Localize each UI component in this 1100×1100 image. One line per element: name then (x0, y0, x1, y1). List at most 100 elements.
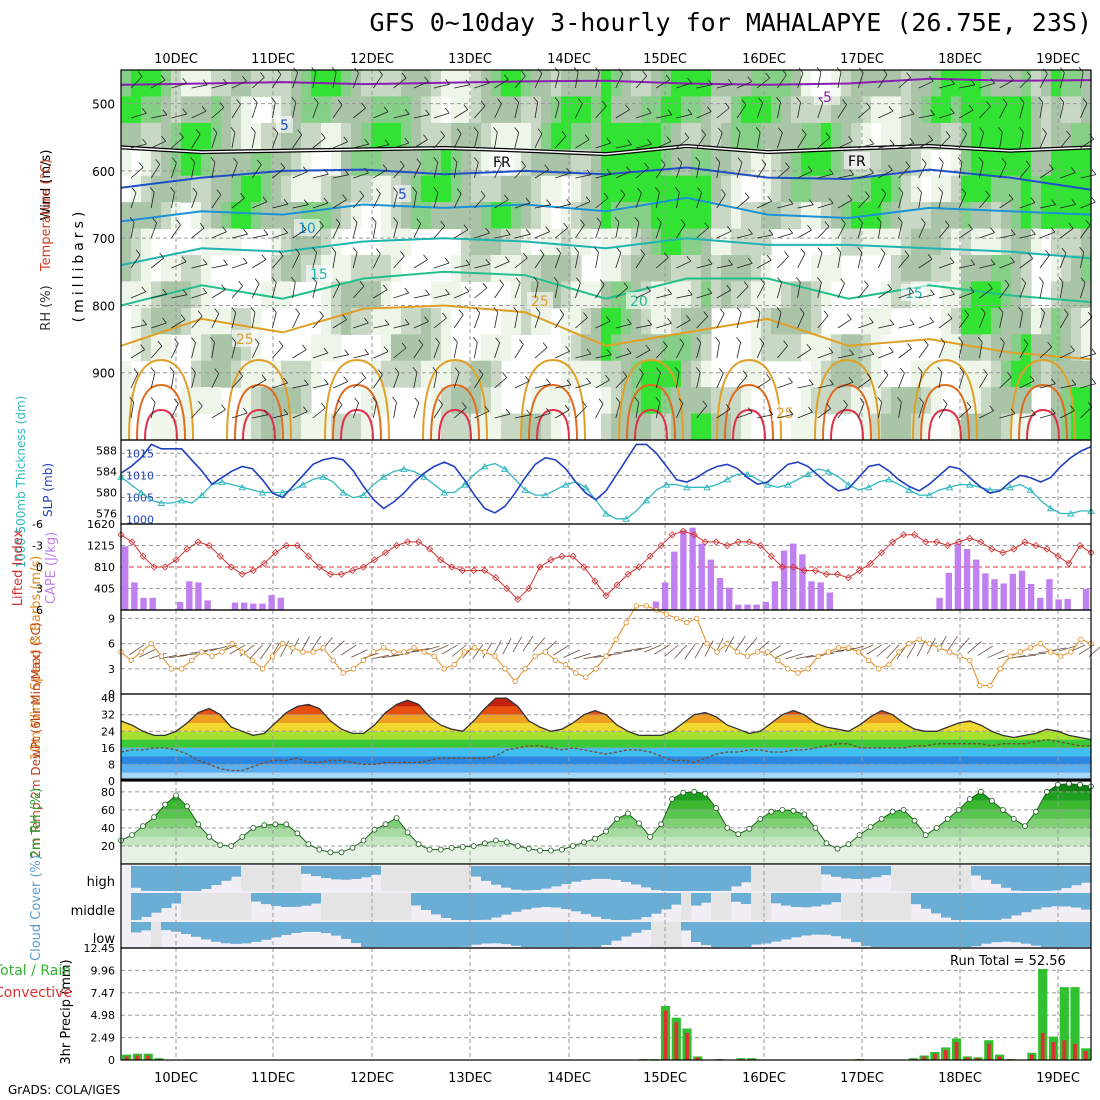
wind-speed-marker (158, 653, 165, 659)
wind-barb (736, 342, 741, 359)
rh-cell (421, 202, 432, 230)
wind-speed-marker (734, 649, 741, 655)
wind-barb-flag (1038, 96, 1044, 103)
rh-cell (181, 175, 192, 203)
precip-convective-bar (997, 1056, 1002, 1060)
wind-barb (736, 81, 752, 89)
rh-cell (571, 149, 582, 177)
wind-barb (1080, 406, 1093, 419)
thickness-marker (1066, 510, 1075, 517)
wind-barb (716, 83, 733, 89)
rh-cell (381, 360, 392, 388)
rh-cell (181, 307, 192, 335)
wind-speed-marker (663, 611, 670, 617)
li-marker (690, 531, 698, 539)
wind-barb (292, 204, 309, 209)
wind-barb (999, 342, 1005, 359)
rh-cell (641, 96, 652, 124)
cloud-cell (351, 866, 362, 879)
wind-barb-flag (323, 378, 329, 385)
wind-barb-flag (250, 127, 256, 133)
cape-bar (698, 543, 705, 610)
rh-cell (191, 281, 202, 309)
wind-barb (555, 409, 570, 419)
wind-barb-flag (566, 167, 571, 174)
wind-barb (211, 132, 218, 149)
wind-barb-flag (998, 307, 1004, 313)
rh-cell (781, 307, 792, 335)
wind-barb (555, 203, 571, 209)
wind-barb-flag (480, 190, 486, 197)
thickness-marker (784, 481, 792, 488)
wind-barb-flag (747, 407, 753, 413)
cape-bar (1018, 570, 1026, 610)
wind-barb (292, 384, 309, 389)
wind-barb-flag (897, 397, 902, 403)
wind-barb (191, 405, 203, 419)
wind-barb (676, 137, 690, 149)
wind-barb-flag (959, 367, 965, 373)
rh-cell (831, 334, 842, 362)
pressure-tick: 600 (92, 165, 115, 179)
wind-barb-flag (736, 337, 741, 343)
wind-barb (938, 136, 951, 149)
wind-barb-flag (888, 105, 894, 112)
li-tick: 0 (36, 561, 43, 574)
wind-speed-marker (815, 653, 821, 659)
rh-cell (321, 307, 332, 335)
cloud-cell (971, 866, 982, 876)
cloud-cell (161, 922, 172, 931)
wind-barb (292, 171, 308, 179)
wind-barb (958, 406, 972, 419)
cloud-cell (831, 893, 842, 903)
wind-speed-marker (401, 649, 407, 655)
li-marker (668, 531, 676, 539)
rh-cell (611, 96, 622, 124)
rh-cell (471, 413, 482, 441)
wind-barb-flag (283, 198, 289, 205)
wind-barb (312, 173, 329, 179)
rh-cell (911, 228, 922, 256)
rh-cell (781, 281, 792, 309)
rh-cell (761, 175, 772, 203)
rh-cell (191, 334, 202, 362)
wind-barb-flag (212, 127, 218, 134)
wind-barb (514, 75, 526, 89)
wind-barb-flag (1080, 277, 1086, 283)
cloud-cell (1081, 866, 1092, 883)
cloud-cell (711, 866, 722, 891)
wind-barb (534, 312, 541, 329)
rh-cell (221, 149, 232, 177)
rh-cell (711, 96, 722, 124)
rh-cell (151, 307, 162, 335)
precip-convective-bar (922, 1056, 927, 1060)
cloud-cell (791, 922, 802, 938)
rh-cell (151, 175, 162, 203)
li-marker (734, 538, 742, 546)
rh-cell (821, 334, 832, 362)
wind-barb (272, 312, 277, 329)
wind-barb (312, 72, 317, 89)
rh-cell (541, 175, 552, 203)
rh-cell (501, 175, 512, 203)
wind-barb (575, 252, 579, 269)
rh-cell (741, 255, 752, 282)
rh-cell (891, 202, 902, 230)
rh-cell (861, 175, 872, 203)
wind-barb (938, 403, 948, 419)
wind-barb (575, 317, 588, 329)
wind-speed-marker (967, 657, 973, 664)
wind-barb-flag (917, 367, 923, 373)
wind-barb (150, 372, 156, 389)
cloud-cell (471, 893, 482, 920)
li-marker (977, 538, 985, 546)
wind-barb (1059, 135, 1071, 149)
wind-barb (171, 137, 184, 149)
wind-barb-flag (644, 162, 649, 169)
wind-barb (312, 102, 319, 119)
wind-barb (938, 112, 955, 119)
cape-bar (176, 602, 184, 610)
wind-barb (130, 143, 147, 149)
cloud-cell (1031, 922, 1042, 946)
wind-barb (1059, 72, 1065, 89)
